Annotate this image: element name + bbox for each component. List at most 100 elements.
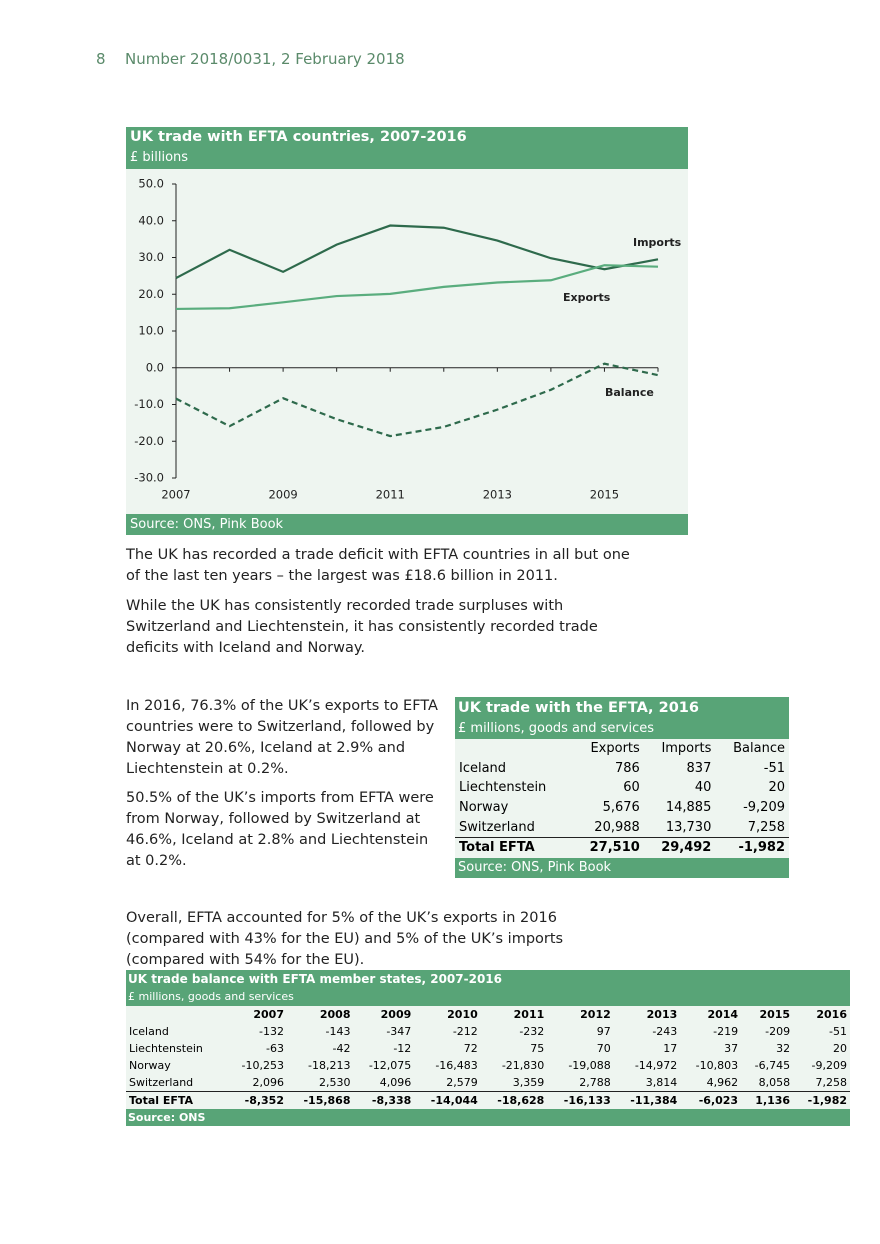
cell: Norway <box>129 1059 171 1072</box>
cell: 2,788 <box>579 1076 611 1089</box>
cell: -15,868 <box>286 1091 354 1109</box>
cell: -132 <box>259 1025 284 1038</box>
cell: -212 <box>452 1025 478 1038</box>
series-label: Imports <box>633 236 682 249</box>
cell: 2,096 <box>252 1076 284 1089</box>
cell: 32 <box>776 1042 791 1055</box>
table2-title: UK trade balance with EFTA member states… <box>128 972 502 986</box>
cell: -232 <box>519 1025 545 1038</box>
cell: Norway <box>459 800 509 816</box>
total-row: Total EFTA -8,352 -15,868 -8,338 -14,044 -18,… <box>126 1091 850 1109</box>
y-tick-label: -10.0 <box>134 397 164 411</box>
table2-source: Source: ONS <box>126 1109 850 1126</box>
cell: -14,972 <box>634 1059 678 1072</box>
header-cell: Imports <box>661 741 712 757</box>
row: Switzerland 20,988 13,730 7,258 <box>455 817 789 837</box>
header-cell: 2016 <box>816 1008 847 1021</box>
cell: 20,988 <box>594 819 640 835</box>
header-text: Number 2018/0031, 2 February 2018 <box>125 50 405 68</box>
table2-header: UK trade balance with EFTA member states… <box>126 970 850 1006</box>
row: Norway -10,253 -18,213 -12,075 -16,483 -21,83… <box>126 1057 850 1074</box>
page-number: 8 <box>96 50 106 68</box>
x-tick-label: 2009 <box>268 488 297 502</box>
cell: -6,745 <box>754 1059 791 1072</box>
cell: Liechtenstein <box>129 1042 203 1055</box>
cell: -8,352 <box>226 1091 287 1109</box>
cell: -12 <box>393 1042 412 1055</box>
row: Liechtenstein -63 -42 -12 72 75 70 17 37 32 20 <box>126 1040 850 1057</box>
header-cell: 2015 <box>759 1008 791 1021</box>
cell: 2,530 <box>318 1076 351 1089</box>
paragraph: In 2016, 76.3% of the UK’s exports to EF… <box>126 698 438 777</box>
cell: 7,258 <box>747 819 785 835</box>
row: Switzerland 2,096 2,530 4,096 2,579 3,359 2,78… <box>126 1074 850 1092</box>
cell: -219 <box>713 1025 739 1038</box>
cell: -51 <box>763 760 785 776</box>
series-line <box>175 224 659 280</box>
header-cell: 2008 <box>319 1008 351 1021</box>
cell: -16,133 <box>547 1091 614 1109</box>
paragraph: While the UK has consistently recorded t… <box>126 598 598 656</box>
cell: -10,803 <box>695 1059 739 1072</box>
header-cell: 2013 <box>646 1008 678 1021</box>
cell: -209 <box>765 1025 791 1038</box>
table1-title: UK trade with the EFTA, 2016 <box>458 700 699 716</box>
cell: -42 <box>332 1042 351 1055</box>
cell: -16,483 <box>435 1059 478 1072</box>
table1-body: Exports Imports Balance Iceland 786 837 -51 Lie… <box>455 739 789 858</box>
table1-source: Source: ONS, Pink Book <box>455 857 789 878</box>
cell: 27,510 <box>572 836 644 858</box>
cell: 13,730 <box>665 819 712 835</box>
x-tick-label: 2011 <box>376 488 405 502</box>
chart: 50.0 40.0 30.0 20.0 10.0 0.0 -10.0 -20.0 -30.0 20… <box>126 169 688 514</box>
chart-title: UK trade with EFTA countries, 2007-2016 <box>130 129 467 145</box>
cell: 40 <box>694 780 712 796</box>
cell: -1,982 <box>715 836 789 858</box>
row: Norway 5,676 14,885 -9,209 <box>455 798 789 818</box>
series-label: Balance <box>605 386 654 399</box>
cell: -11,384 <box>613 1091 681 1109</box>
header-cell: 2007 <box>253 1008 284 1021</box>
chart-source-text: Source: ONS, Pink Book <box>130 517 284 532</box>
header-row: Exports Imports Balance <box>455 739 789 759</box>
header-cell: 2011 <box>513 1008 545 1021</box>
header-cell: 2009 <box>380 1008 412 1021</box>
y-tick-label: 30.0 <box>138 250 164 264</box>
cell: -1,982 <box>793 1091 850 1109</box>
y-tick-label: 20.0 <box>138 287 164 301</box>
cell: -63 <box>266 1042 284 1055</box>
header-cell: 2012 <box>580 1008 611 1021</box>
cell: -9,209 <box>811 1059 847 1072</box>
cell: 20 <box>833 1042 847 1055</box>
cell: -18,628 <box>480 1091 548 1109</box>
header-cell <box>455 739 572 759</box>
cell: Iceland <box>459 760 507 776</box>
cell: -10,253 <box>241 1059 284 1072</box>
y-tick-label: 40.0 <box>138 213 164 227</box>
table1-subtitle: £ millions, goods and services <box>458 721 654 736</box>
cell: -51 <box>829 1025 847 1038</box>
chart-subtitle: £ billions <box>130 150 189 165</box>
cell: Switzerland <box>129 1076 194 1089</box>
header-cell: 2010 <box>447 1008 478 1021</box>
header-cell: Balance <box>733 741 785 757</box>
cell: 29,492 <box>643 836 716 858</box>
cell: 37 <box>724 1042 739 1055</box>
header-cell: 2014 <box>707 1008 739 1021</box>
row: Liechtenstein 60 40 20 <box>455 778 789 798</box>
header-cell <box>126 1006 226 1023</box>
cell: Switzerland <box>459 819 535 835</box>
paragraph: 50.5% of the UK’s imports from EFTA were… <box>126 790 434 869</box>
chart-header: UK trade with EFTA countries, 2007-2016 … <box>126 127 688 169</box>
paragraph: Overall, EFTA accounted for 5% of the UK… <box>126 910 564 968</box>
y-tick-label: -20.0 <box>134 434 164 448</box>
cell: -19,088 <box>568 1059 611 1072</box>
y-tick-label: 10.0 <box>138 324 164 338</box>
series-label: Exports <box>563 291 611 304</box>
cell: -6,023 <box>680 1091 742 1109</box>
header-row: 2007 2008 2009 2010 2011 2012 2013 2014 2015 2016 <box>126 1006 850 1023</box>
table2-body: 2007 2008 2009 2010 2011 2012 2013 2014 2015 2016… <box>126 1006 850 1109</box>
y-tick-label: 50.0 <box>138 177 164 191</box>
cell: -18,213 <box>308 1059 351 1072</box>
x-tick-label: 2013 <box>483 488 512 502</box>
